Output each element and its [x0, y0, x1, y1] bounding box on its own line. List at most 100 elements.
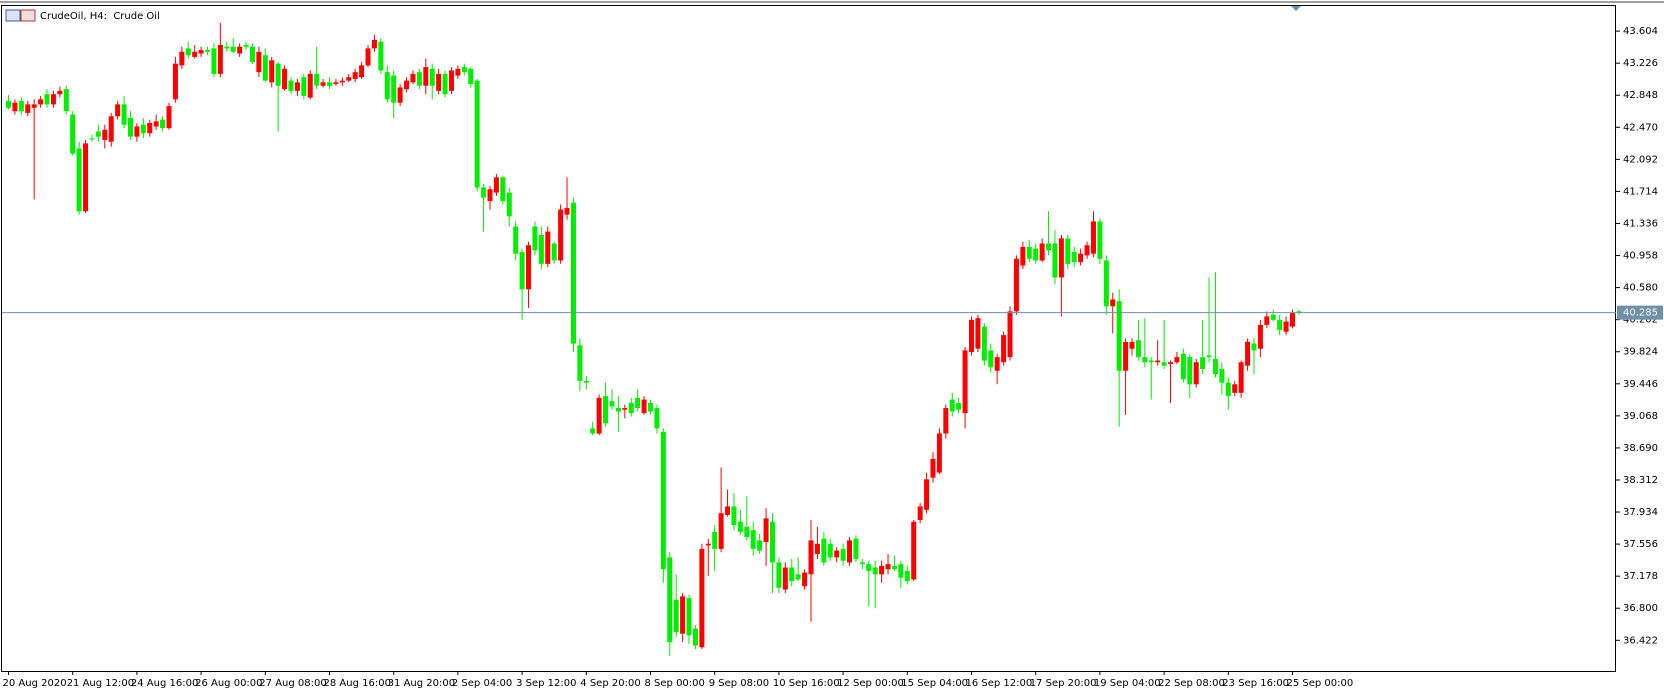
candle-body [609, 401, 615, 407]
candle-body [301, 77, 307, 96]
candle-body [76, 148, 82, 212]
candle-body [57, 90, 63, 95]
candle-body [371, 39, 377, 49]
candle-body [615, 408, 621, 412]
x-tick-label: 20 Aug 2020 [3, 678, 67, 689]
candle-body [1013, 258, 1019, 312]
candle-body [808, 540, 814, 575]
y-tick-label: 39.446 [1623, 379, 1658, 390]
candle-body [256, 51, 262, 73]
candle-body [680, 596, 686, 634]
candle-body [1180, 353, 1186, 380]
candle-body [872, 567, 878, 575]
candle-body [44, 94, 50, 105]
candle-body [442, 73, 448, 95]
candle-body [134, 126, 140, 137]
candle-body [673, 599, 679, 632]
y-tick-label: 42.092 [1623, 154, 1658, 165]
candle-body [493, 177, 499, 193]
candle-body [924, 479, 930, 510]
candle-body [217, 45, 223, 74]
candle-body [1283, 321, 1289, 332]
candle-body [205, 50, 211, 52]
candle-body [866, 564, 872, 571]
candle-body [1020, 246, 1026, 266]
candle-body [365, 48, 371, 66]
candle-body [327, 82, 332, 86]
chart-title: CrudeOil, H4: Crude Oil [40, 11, 160, 22]
candle-body [879, 565, 885, 575]
x-tick-label: 31 Aug 20:00 [388, 678, 455, 689]
candle-body [853, 538, 859, 560]
candle-body [769, 521, 775, 563]
candle-body [63, 89, 69, 112]
candle-body [686, 598, 692, 636]
candle-body [1232, 384, 1238, 393]
x-tick-label: 4 Sep 20:00 [580, 678, 640, 689]
candle-body [1200, 357, 1206, 370]
y-tick-label: 43.604 [1623, 26, 1658, 37]
candle-body [31, 104, 37, 108]
candle-body [1225, 382, 1231, 397]
candle-body [654, 408, 660, 429]
candle-body [891, 565, 897, 570]
candle-body [6, 101, 11, 108]
candle-body [455, 68, 461, 76]
candle-body [1058, 238, 1064, 278]
candle-body [1155, 360, 1161, 363]
candle-body [172, 63, 178, 100]
candle-body [904, 570, 910, 582]
candle-body [237, 46, 243, 54]
candle-body [160, 119, 166, 129]
candle-body [506, 192, 512, 217]
x-tick-label: 22 Sep 08:00 [1158, 678, 1225, 689]
y-tick-label: 39.068 [1623, 411, 1658, 422]
candle-body [712, 531, 718, 549]
candle-body [1148, 360, 1154, 363]
candle-body [198, 50, 204, 54]
last-price-label: 40.285 [1623, 308, 1658, 319]
candle-body [898, 564, 904, 578]
candle-body [975, 318, 981, 349]
candle-body [1078, 253, 1084, 263]
y-tick-label: 37.934 [1623, 507, 1658, 518]
x-tick-label: 19 Sep 04:00 [1094, 678, 1161, 689]
candle-body [352, 72, 358, 79]
candle-body [532, 226, 538, 251]
x-tick-label: 26 Aug 00:00 [195, 678, 262, 689]
x-tick-label: 16 Sep 12:00 [966, 678, 1033, 689]
candle-body [513, 226, 519, 254]
candle-body [500, 177, 506, 202]
candle-body [436, 73, 442, 91]
candle-body [776, 562, 782, 588]
candle-body [121, 104, 127, 125]
candle-body [943, 408, 949, 434]
candle-body [590, 428, 596, 434]
chart-icon [5, 9, 36, 22]
candle-body [667, 557, 673, 643]
candle-body [294, 82, 300, 91]
candle-body [179, 51, 185, 66]
candle-body [930, 458, 936, 478]
candle-body [917, 506, 923, 521]
candle-body [834, 550, 840, 558]
shift-marker [1291, 6, 1301, 11]
y-tick-label: 42.470 [1623, 122, 1658, 133]
candle-body [461, 67, 467, 73]
candle-body [1116, 301, 1122, 371]
candle-body [185, 48, 191, 56]
x-tick-label: 2 Sep 04:00 [452, 678, 512, 689]
y-tick-label: 40.202 [1623, 315, 1658, 326]
x-tick-label: 12 Sep 00:00 [837, 678, 904, 689]
candle-body [821, 538, 827, 563]
candle-body [789, 567, 795, 582]
candle-body [12, 102, 18, 112]
candle-body [827, 543, 833, 558]
candle-body [1046, 243, 1052, 251]
candle-body [89, 138, 95, 140]
candle-body [269, 60, 275, 83]
candle-body [840, 548, 846, 561]
candle-body [1033, 248, 1039, 261]
candle-body [1174, 357, 1180, 363]
